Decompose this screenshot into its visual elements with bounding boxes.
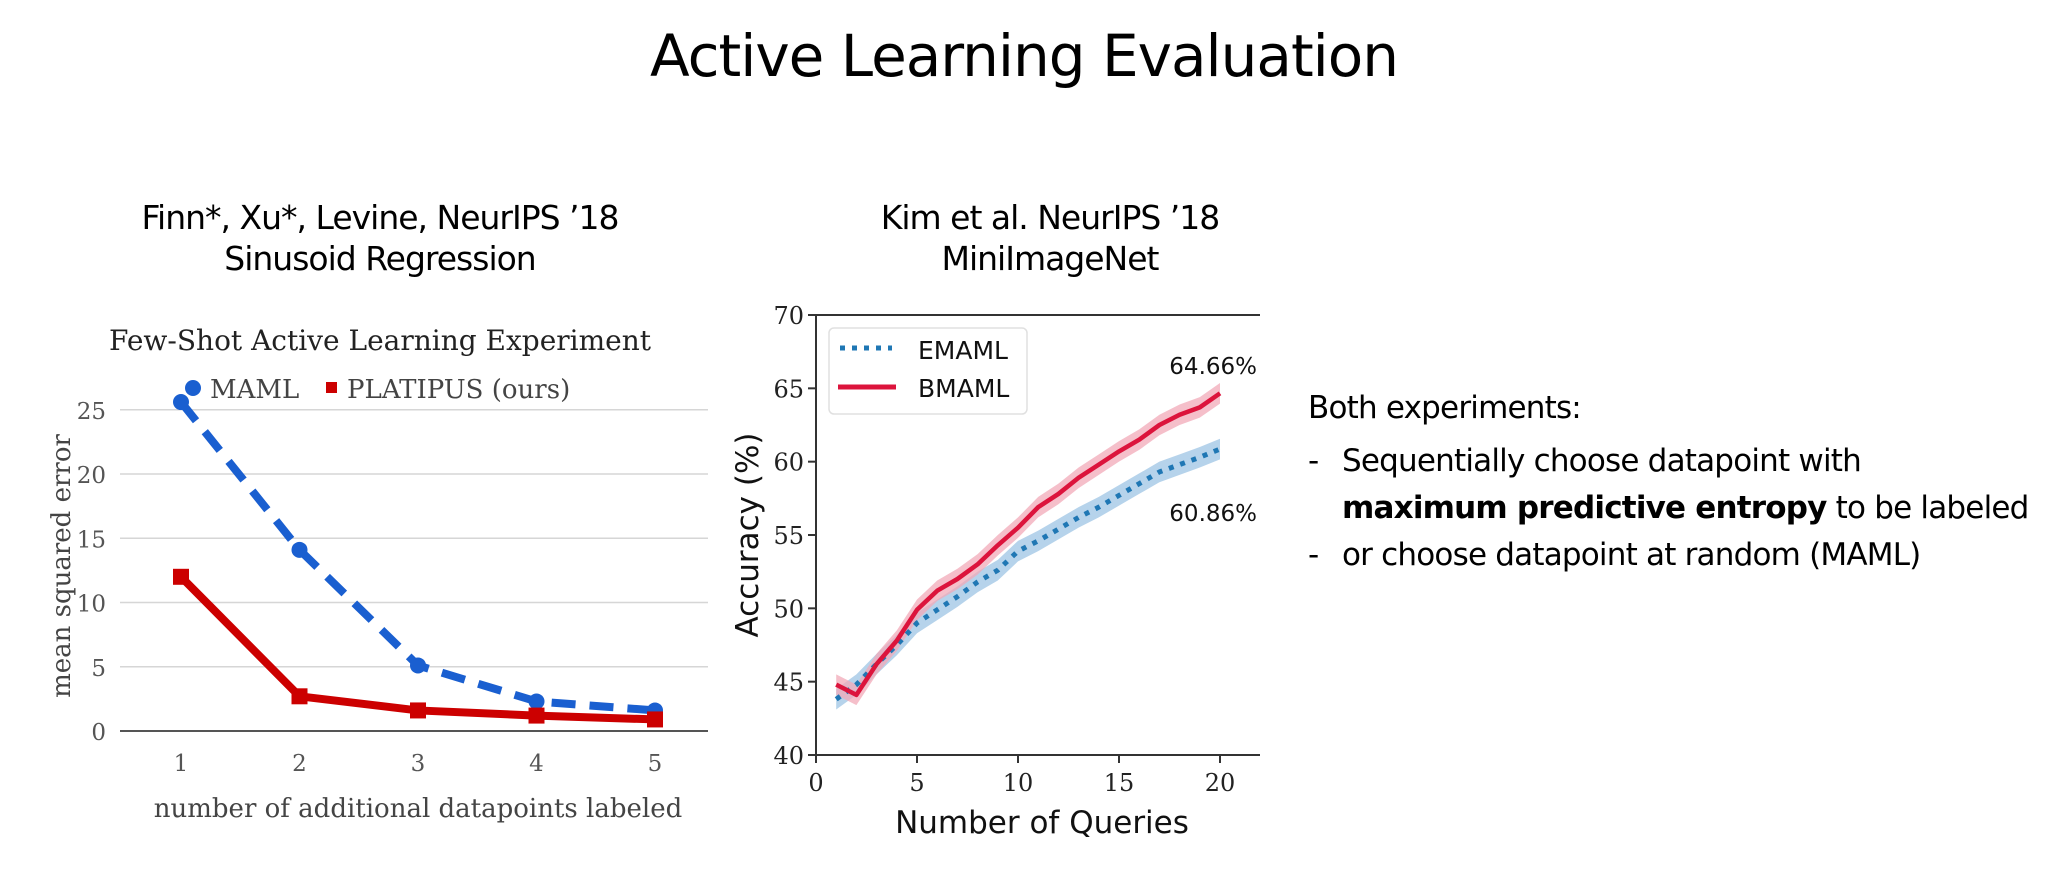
left-ytick-label: 0 <box>91 720 106 746</box>
notes: Both experiments: - Sequentially choose … <box>1308 390 2029 579</box>
right-task: MiniImageNet <box>941 239 1159 278</box>
right-ytick-label: 70 <box>773 302 804 330</box>
left-point-maml <box>291 541 308 558</box>
bullet-1-after: to be labeled <box>1826 490 2030 526</box>
right-band-emaml <box>836 438 1220 710</box>
left-ytick-label: 20 <box>77 463 106 489</box>
left-point-maml <box>410 657 426 674</box>
left-point-platipus <box>528 707 545 724</box>
notes-heading: Both experiments: <box>1308 390 1582 426</box>
right-ytick-label: 45 <box>773 669 804 697</box>
legend-maml-marker <box>185 380 201 396</box>
left-point-maml <box>173 394 189 411</box>
legend-maml-label: MAML <box>210 375 299 405</box>
left-ylabel: mean squared error <box>47 434 77 698</box>
right-xtick-label: 5 <box>909 769 924 797</box>
left-point-platipus <box>291 688 308 705</box>
left-xlabel: number of additional datapoints labeled <box>154 794 682 824</box>
left-ytick-label: 10 <box>77 592 106 618</box>
annotation-bmaml-final: 64.66% <box>1169 354 1257 380</box>
left-task: Sinusoid Regression <box>224 239 536 278</box>
legend-emaml-label: EMAML <box>918 336 1008 365</box>
legend-platipus-marker <box>326 382 337 393</box>
notes-bullet-1: - Sequentially choose datapoint with max… <box>1308 438 2029 532</box>
right-xtick-label: 20 <box>1205 769 1236 797</box>
bullet-1-text: Sequentially choose datapoint with <box>1342 443 1862 479</box>
left-ytick-label: 5 <box>91 656 106 682</box>
left-citation: Finn*, Xu*, Levine, NeurIPS ’18 <box>141 198 619 237</box>
left-point-platipus <box>647 711 663 728</box>
legend-platipus-label: PLATIPUS (ours) <box>347 375 570 405</box>
left-point-platipus <box>173 568 189 585</box>
right-ytick-label: 50 <box>773 595 804 623</box>
left-point-maml <box>528 693 545 710</box>
notes-bullet-2: - or choose datapoint at random (MAML) <box>1308 532 2029 579</box>
left-point-platipus <box>410 702 426 719</box>
bullet-2-text: or choose datapoint at random (MAML) <box>1342 537 1921 573</box>
right-series-line-bmaml <box>835 391 1222 698</box>
right-ytick-label: 60 <box>773 449 804 477</box>
right-citation: Kim et al. NeurIPS ’18 <box>880 198 1221 237</box>
annotation-emaml-final: 60.86% <box>1169 501 1257 527</box>
bullet-dash: - <box>1308 443 1319 479</box>
right-series-line-emaml <box>834 446 1221 702</box>
right-ylabel: Accuracy (%) <box>730 432 766 637</box>
bullet-dash: - <box>1308 537 1319 573</box>
left-chart: Few-Shot Active Learning Experiment MAML… <box>47 324 708 824</box>
left-chart-title: Few-Shot Active Learning Experiment <box>109 324 652 357</box>
left-xtick-label: 1 <box>174 751 189 777</box>
right-xlabel: Number of Queries <box>895 805 1189 841</box>
left-xtick-label: 3 <box>411 751 426 777</box>
legend-bmaml-label: BMAML <box>918 374 1009 403</box>
left-xtick-label: 2 <box>292 751 307 777</box>
slide-title: Active Learning Evaluation <box>649 22 1399 90</box>
left-xtick-label: 4 <box>529 751 544 777</box>
left-ytick-label: 15 <box>77 527 106 553</box>
right-xtick-label: 0 <box>808 769 823 797</box>
left-legend: MAML PLATIPUS (ours) <box>185 375 570 405</box>
left-xtick-label: 5 <box>648 751 663 777</box>
right-legend: EMAML BMAML <box>828 327 1028 415</box>
left-ytick-label: 25 <box>77 399 106 425</box>
right-xtick-label: 10 <box>1003 769 1034 797</box>
right-chart: 40 45 50 55 60 65 70 0 5 10 15 20 EMAML BMAML 64.6… <box>730 302 1260 841</box>
right-ytick-label: 55 <box>773 522 804 550</box>
left-series-line-platipus <box>178 573 656 724</box>
right-panel-header: Kim et al. NeurIPS ’18 MiniImageNet <box>820 198 1280 278</box>
left-panel-header: Finn*, Xu*, Levine, NeurIPS ’18 Sinusoid… <box>100 198 660 278</box>
right-ytick-label: 65 <box>773 375 804 403</box>
right-ytick-label: 40 <box>773 742 804 770</box>
bullet-1-bold: maximum predictive entropy <box>1342 490 1827 526</box>
right-xtick-label: 15 <box>1104 769 1135 797</box>
